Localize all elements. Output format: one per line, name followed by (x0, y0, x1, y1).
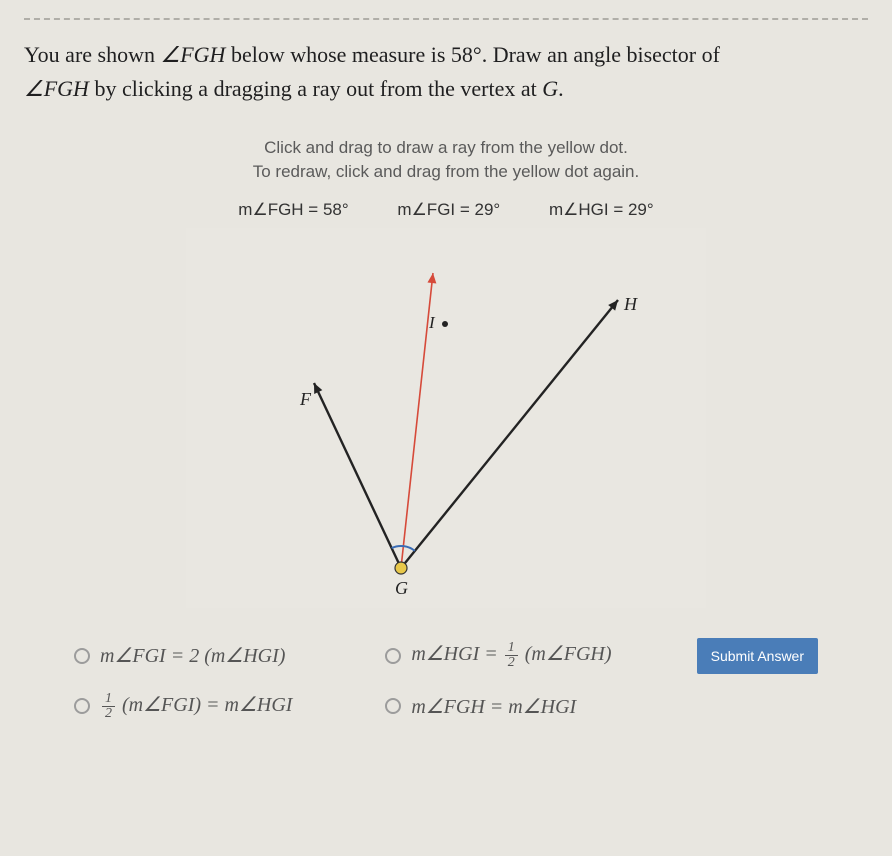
question-text: You are shown ∠FGH below whose measure i… (24, 38, 868, 106)
measure-fgi: m∠FGI = 29° (397, 200, 500, 219)
option-d[interactable]: m∠FGH = m∠HGI (385, 694, 676, 719)
svg-text:F: F (299, 389, 312, 409)
q-degrees: 58° (451, 42, 482, 67)
numerator: 1 (102, 692, 115, 707)
q-part: You are shown (24, 42, 161, 67)
numerator: 1 (505, 641, 518, 656)
option-label: m∠HGI = 12 (m∠FGH) (411, 641, 611, 670)
fraction: 12 (102, 692, 115, 721)
option-label: m∠FGH = m∠HGI (411, 694, 576, 719)
measure-hgi: m∠HGI = 29° (549, 200, 654, 219)
submit-button[interactable]: Submit Answer (697, 638, 818, 674)
svg-text:I: I (428, 313, 436, 332)
angle-diagram[interactable]: F H I G (186, 228, 706, 608)
radio-icon (74, 698, 90, 714)
q-vertex: G (542, 76, 558, 101)
svg-text:G: G (395, 578, 408, 598)
fraction: 12 (505, 641, 518, 670)
q-angle: ∠FGH (24, 76, 89, 101)
instruction-line: Click and drag to draw a ray from the ye… (24, 136, 868, 160)
q-angle: ∠FGH (161, 42, 226, 67)
instruction-line: To redraw, click and drag from the yello… (24, 160, 868, 184)
divider (24, 18, 868, 20)
opt-part: (m∠FGH) (520, 643, 612, 665)
opt-part: m∠HGI = (411, 643, 502, 665)
instructions: Click and drag to draw a ray from the ye… (24, 136, 868, 184)
radio-icon (385, 698, 401, 714)
measure-fgh: m∠FGH = 58° (238, 200, 348, 219)
q-part: below whose measure is (225, 42, 450, 67)
option-label: m∠FGI = 2 (m∠HGI) (100, 643, 285, 668)
q-part: . (558, 76, 564, 101)
opt-part: (m∠FGI) = m∠HGI (117, 694, 292, 716)
q-part: . Draw an angle bisector of (482, 42, 720, 67)
option-b[interactable]: m∠HGI = 12 (m∠FGH) (385, 641, 676, 670)
option-c[interactable]: 12 (m∠FGI) = m∠HGI (74, 692, 365, 721)
radio-icon (385, 648, 401, 664)
angle-measures: m∠FGH = 58° m∠FGI = 29° m∠HGI = 29° (24, 200, 868, 220)
q-part: by clicking a dragging a ray out from th… (89, 76, 542, 101)
answer-options: m∠FGI = 2 (m∠HGI) m∠HGI = 12 (m∠FGH) Sub… (24, 638, 868, 721)
svg-text:H: H (623, 294, 638, 314)
option-label: 12 (m∠FGI) = m∠HGI (100, 692, 292, 721)
denominator: 2 (505, 656, 518, 670)
denominator: 2 (102, 707, 115, 721)
radio-icon (74, 648, 90, 664)
option-a[interactable]: m∠FGI = 2 (m∠HGI) (74, 643, 365, 668)
